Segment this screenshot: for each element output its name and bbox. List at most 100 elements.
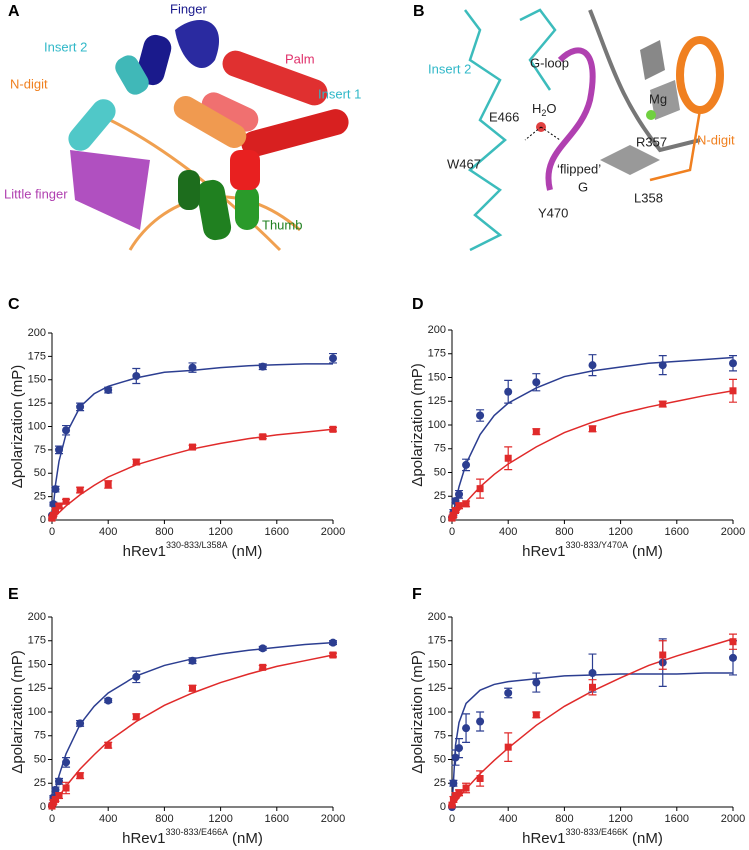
x-label-unit: (nM) xyxy=(232,830,263,847)
data-point xyxy=(589,683,596,691)
x-axis-label: hRev1330-833/E466A (nM) xyxy=(122,827,263,847)
data-point xyxy=(104,386,113,395)
x-label-sup: 330-833/E466K xyxy=(565,827,628,837)
y-axis-label: Δpolarization (mP) xyxy=(409,650,426,773)
y-tick-label: 125 xyxy=(428,682,446,694)
y-tick-label: 75 xyxy=(434,443,446,455)
x-tick-label: 1600 xyxy=(265,526,289,538)
data-point xyxy=(51,785,60,794)
data-point xyxy=(55,792,63,800)
data-point xyxy=(51,485,60,494)
y-tick-label: 100 xyxy=(28,706,46,718)
data-point xyxy=(476,485,484,493)
data-point xyxy=(476,775,484,782)
fit-curve xyxy=(51,641,334,808)
data-point xyxy=(455,502,463,510)
data-point xyxy=(189,443,196,451)
data-point xyxy=(504,454,512,462)
data-point xyxy=(76,772,84,780)
x-tick-label: 1600 xyxy=(265,813,289,825)
y-tick-label: 0 xyxy=(40,514,46,526)
x-tick-label: 800 xyxy=(555,813,573,825)
x-tick-label: 400 xyxy=(99,526,117,538)
x-label-sup: 330-833/Y470A xyxy=(565,540,628,550)
data-point xyxy=(329,425,337,433)
data-point xyxy=(729,359,737,368)
y-tick-label: 50 xyxy=(434,753,446,765)
y-tick-label: 175 xyxy=(28,635,46,647)
y-tick-label: 200 xyxy=(428,324,446,336)
data-point xyxy=(48,802,56,810)
fit-curve xyxy=(51,654,334,808)
data-point xyxy=(329,638,337,647)
data-point xyxy=(504,743,512,751)
x-label-unit: (nM) xyxy=(632,830,663,847)
y-tick-label: 100 xyxy=(28,420,46,432)
y-tick-label: 75 xyxy=(34,730,46,742)
data-point xyxy=(76,486,84,494)
fit-curve xyxy=(51,428,334,521)
y-tick-label: 125 xyxy=(28,682,46,694)
data-point xyxy=(189,684,196,692)
x-label-sup: 330-833/L358A xyxy=(166,540,228,550)
data-point xyxy=(188,363,197,372)
data-point xyxy=(588,361,597,370)
data-point xyxy=(476,717,485,726)
data-point xyxy=(659,400,667,408)
x-tick-label: 1200 xyxy=(608,526,632,538)
x-tick-label: 1200 xyxy=(208,526,232,538)
data-point xyxy=(62,758,71,767)
x-tick-label: 0 xyxy=(449,526,455,538)
fit-curve xyxy=(451,390,734,521)
y-tick-label: 175 xyxy=(28,350,46,362)
data-point xyxy=(132,713,140,721)
y-tick-label: 150 xyxy=(428,371,446,383)
x-label-unit: (nM) xyxy=(632,543,663,560)
data-point xyxy=(104,480,112,488)
data-point xyxy=(49,500,58,509)
y-tick-label: 50 xyxy=(34,753,46,765)
x-label-unit: (nM) xyxy=(232,543,263,560)
x-tick-label: 2000 xyxy=(321,813,345,825)
structure-label: Insert 2 xyxy=(428,61,471,76)
data-point xyxy=(455,490,464,499)
y-tick-label: 50 xyxy=(434,466,446,478)
y-tick-label: 150 xyxy=(28,374,46,386)
data-point xyxy=(589,425,596,433)
x-label-main: hRev1 xyxy=(123,543,166,560)
y-tick-label: 175 xyxy=(428,635,446,647)
water-o: O xyxy=(546,101,556,116)
x-tick-label: 400 xyxy=(99,813,117,825)
structure-label: Finger xyxy=(170,1,208,16)
structure-label: E466 xyxy=(489,109,519,124)
x-tick-label: 2000 xyxy=(721,526,745,538)
data-point xyxy=(462,784,470,792)
data-point xyxy=(76,719,85,728)
y-tick-label: 25 xyxy=(434,777,446,789)
data-point xyxy=(588,669,597,678)
y-tick-label: 200 xyxy=(28,611,46,623)
data-point xyxy=(729,638,737,646)
data-point xyxy=(132,372,141,381)
data-point xyxy=(532,711,540,719)
structure-label: Palm xyxy=(285,51,315,66)
structure-label: R357 xyxy=(636,134,667,149)
x-label-main: hRev1 xyxy=(522,830,565,847)
data-point xyxy=(132,458,140,466)
structure-label: W467 xyxy=(447,156,481,171)
y-tick-label: 125 xyxy=(428,395,446,407)
data-point xyxy=(504,387,513,396)
data-point xyxy=(49,511,57,519)
structure-label: G xyxy=(578,179,588,194)
x-tick-label: 1200 xyxy=(608,813,632,825)
structure-label: G-loop xyxy=(530,55,569,70)
data-point xyxy=(132,672,141,681)
data-point xyxy=(188,656,197,665)
structure-label: Insert 1 xyxy=(318,86,361,101)
data-point xyxy=(52,507,60,515)
data-point xyxy=(258,644,267,653)
y-tick-label: 200 xyxy=(428,611,446,623)
y-tick-label: 100 xyxy=(428,419,446,431)
panel-letter: C xyxy=(8,296,20,313)
